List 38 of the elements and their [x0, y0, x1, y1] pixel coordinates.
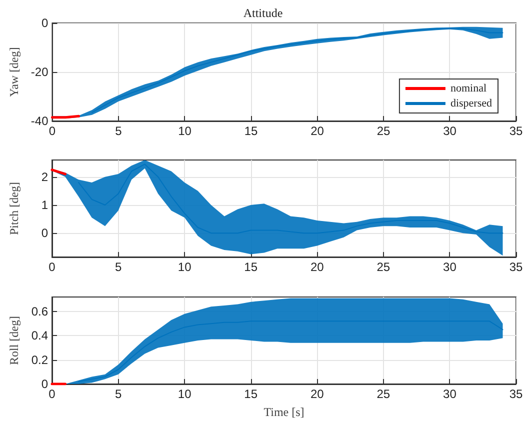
x-tick-label: 25 — [376, 124, 390, 138]
x-tick-label: 30 — [443, 260, 457, 274]
x-tick-label: 30 — [443, 124, 457, 138]
x-tick-label: 20 — [310, 260, 324, 274]
x-tick-label: 5 — [114, 387, 122, 401]
y-tick-label: 0.2 — [31, 352, 48, 367]
x-axis-title: Time [s] — [264, 405, 304, 419]
x-tick-label: 25 — [376, 387, 390, 401]
y-tick-label: 0 — [41, 377, 48, 391]
y-tick-label: -20 — [30, 65, 49, 79]
x-tick-label: 35 — [509, 124, 523, 138]
y-tick-label: 2 — [41, 170, 48, 184]
x-tick-label: 15 — [244, 260, 258, 274]
x-tick-label: 20 — [310, 387, 324, 401]
y-tick-label: 0 — [42, 16, 49, 30]
x-tick-label: 10 — [178, 387, 192, 401]
y-tick-label: -40 — [30, 114, 49, 128]
x-tick-label: 10 — [178, 260, 192, 274]
x-tick-label: 5 — [115, 124, 122, 138]
y-tick-label: 0.4 — [31, 328, 48, 343]
x-tick-label: 15 — [244, 387, 258, 401]
y-tick-label: 0 — [41, 226, 48, 240]
x-tick-label: 5 — [114, 260, 122, 274]
x-tick-label: 35 — [509, 260, 523, 274]
x-tick-label: 15 — [244, 124, 258, 138]
x-tick-label: 30 — [443, 387, 457, 401]
legend-label: nominal — [450, 82, 487, 94]
y-axis-title: Pitch [deg] — [7, 182, 21, 235]
y-tick-label: 0.6 — [31, 304, 48, 318]
x-tick-label: 35 — [509, 387, 523, 401]
y-axis-title: Roll [deg] — [7, 316, 21, 365]
x-tick-label: 10 — [178, 124, 192, 138]
chart-title: Attitude — [243, 6, 283, 20]
x-tick-label: 25 — [376, 260, 390, 274]
y-axis-title: Yaw [deg] — [7, 47, 21, 97]
x-tick-label: 20 — [310, 124, 324, 138]
y-tick-label: 1 — [41, 198, 48, 212]
legend-label: dispersed — [450, 98, 492, 110]
